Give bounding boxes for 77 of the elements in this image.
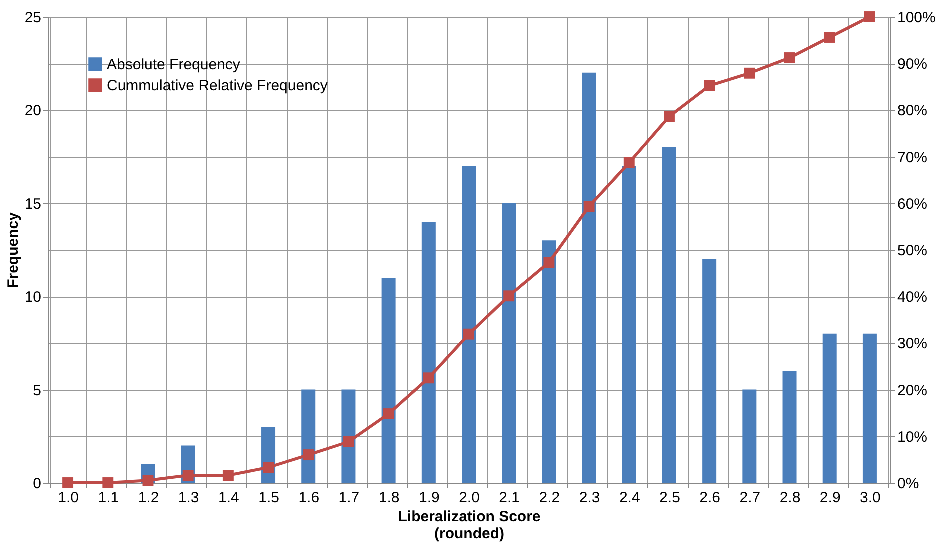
x-tick-label: 1.7 xyxy=(338,490,360,506)
point xyxy=(864,12,876,22)
point xyxy=(824,32,836,43)
y-tick-label: 20 xyxy=(24,102,42,120)
point xyxy=(383,408,394,420)
y-tick-label: 5 xyxy=(33,382,42,400)
bar xyxy=(502,203,516,483)
point xyxy=(544,257,555,268)
y-tick-label: 10 xyxy=(24,289,42,306)
y-tick-label: 15 xyxy=(24,196,42,213)
point xyxy=(142,475,154,486)
point xyxy=(303,450,314,461)
x-tick-label: 1.1 xyxy=(98,490,120,506)
x-tick-label: 2.1 xyxy=(499,490,520,506)
point xyxy=(263,462,274,474)
x-tick-label: 1.5 xyxy=(258,490,280,506)
y2-tick-label: 80% xyxy=(898,102,928,120)
legend-label: Absolute Frequency xyxy=(107,56,241,74)
x-tick-label: 2.6 xyxy=(700,490,720,506)
point xyxy=(504,290,515,302)
x-tick-label: 1.9 xyxy=(418,490,440,506)
x-tick-label: 3.0 xyxy=(860,490,881,506)
bar xyxy=(542,240,556,483)
bar xyxy=(422,222,436,483)
y-tick-label: 0 xyxy=(33,476,42,492)
point xyxy=(664,111,675,122)
x-tick-label: 2.4 xyxy=(619,490,640,506)
bar xyxy=(862,334,877,483)
y2-tick-label: 90% xyxy=(898,56,928,74)
x-tick-label: 2.5 xyxy=(660,490,680,506)
x-tick-label: 1.3 xyxy=(178,490,200,506)
x-tick-label: 1.6 xyxy=(298,490,320,506)
y-tick-label: 25 xyxy=(24,10,42,26)
point xyxy=(343,436,354,448)
point xyxy=(704,80,716,92)
point xyxy=(182,470,194,482)
bar xyxy=(782,371,797,483)
bar xyxy=(742,390,757,483)
point xyxy=(784,52,796,64)
y2-tick-label: 70% xyxy=(898,149,928,166)
x-tick-label: 2.3 xyxy=(579,490,600,506)
point xyxy=(222,470,234,482)
point xyxy=(624,157,635,168)
bar xyxy=(462,166,476,483)
bar xyxy=(382,278,396,483)
x-tick-label: 2.7 xyxy=(740,490,761,506)
y2-tick-label: 60% xyxy=(898,196,928,213)
x-tick-label: 2.0 xyxy=(459,490,480,506)
x-axis-title: Liberalization Score (rounded) xyxy=(398,508,541,542)
y2-tick-label: 20% xyxy=(898,382,928,400)
point xyxy=(464,328,474,340)
bar xyxy=(702,259,717,483)
y2-tick-label: 10% xyxy=(898,428,928,446)
x-tick-label: 1.4 xyxy=(218,490,240,506)
bar xyxy=(302,390,316,483)
x-tick-label: 1.8 xyxy=(378,490,400,506)
point xyxy=(102,478,114,488)
x-tick-label: 1.0 xyxy=(58,490,79,506)
y-axis-title: Frequency xyxy=(4,212,22,288)
bar xyxy=(822,334,837,483)
y2-tick-label: 30% xyxy=(898,336,928,353)
x-tick-label: 1.2 xyxy=(138,490,160,506)
y2-tick-label: 100% xyxy=(898,10,936,26)
point xyxy=(423,372,434,384)
y2-tick-label: 40% xyxy=(898,289,928,306)
x-tick-label: 2.2 xyxy=(539,490,560,506)
y2-tick-label: 0% xyxy=(898,476,920,492)
bar xyxy=(662,147,676,483)
bar xyxy=(582,72,596,483)
point xyxy=(62,478,74,488)
point xyxy=(744,68,756,79)
y2-tick-label: 50% xyxy=(898,242,928,260)
legend-label: Cummulative Relative Frequency xyxy=(107,78,328,94)
bar xyxy=(622,166,636,483)
point xyxy=(584,201,595,212)
x-tick-label: 2.8 xyxy=(780,490,801,506)
x-tick-label: 2.9 xyxy=(820,490,841,506)
